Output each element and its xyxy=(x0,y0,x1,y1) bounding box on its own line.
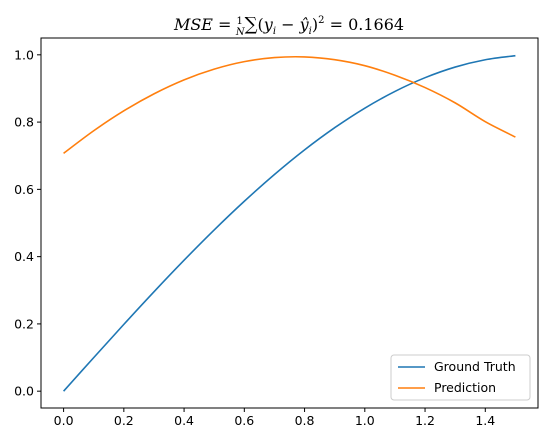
x-tick-label: 1.4 xyxy=(475,413,495,428)
y-tick-label: 0.2 xyxy=(14,316,34,331)
series-lines xyxy=(62,54,516,392)
chart-title: MSE = 1 N∑(yi − ŷi)2 = 0.1664 xyxy=(173,14,404,38)
y-tick-label: 0.6 xyxy=(14,182,34,197)
legend: Ground Truth Prediction xyxy=(390,354,531,401)
x-tick-label: 0.0 xyxy=(54,413,74,428)
x-tick-label: 0.8 xyxy=(295,413,315,428)
x-tick-label: 0.2 xyxy=(114,413,134,428)
x-tick-label: 0.4 xyxy=(174,413,194,428)
legend-label-ground-truth: Ground Truth xyxy=(434,359,516,374)
y-tick-label: 0.4 xyxy=(14,249,34,264)
x-tick-label: 1.2 xyxy=(415,413,435,428)
legend-box xyxy=(390,354,531,401)
y-tick-label: 0.0 xyxy=(14,384,34,399)
plot-frame xyxy=(40,37,539,409)
series-line-ground-truth xyxy=(62,54,516,392)
legend-label-prediction: Prediction xyxy=(434,380,496,395)
x-tick-label: 1.0 xyxy=(355,413,375,428)
y-tick-label: 1.0 xyxy=(14,47,34,62)
series-line-prediction xyxy=(63,55,516,154)
y-tick-label: 0.8 xyxy=(14,115,34,130)
x-tick-label: 0.6 xyxy=(234,413,254,428)
x-axis: 0.0 0.2 0.4 0.6 0.8 1.0 1.2 1.4 xyxy=(54,408,495,428)
y-axis: 0.0 0.2 0.4 0.6 0.8 1.0 xyxy=(14,47,41,399)
